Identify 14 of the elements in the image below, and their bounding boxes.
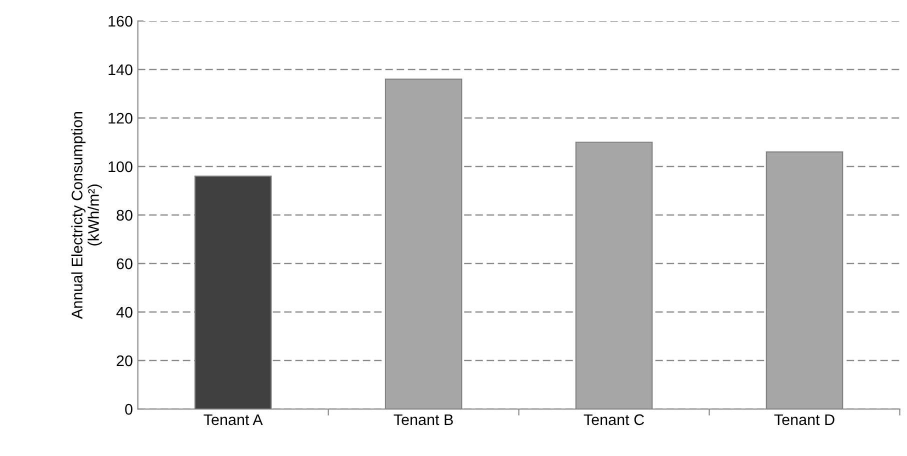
y-tick-label: 60 — [116, 258, 132, 270]
y-tick-label: 0 — [125, 404, 132, 415]
y-tick-label: 140 — [108, 64, 132, 76]
x-tick-label: Tenant D — [774, 414, 834, 426]
x-tick-label: Tenant B — [394, 414, 453, 426]
y-tick-label: 80 — [116, 210, 132, 221]
y-tick-label: 20 — [116, 355, 132, 366]
y-tick-label: 160 — [108, 16, 132, 27]
y-tick-label: 100 — [108, 161, 132, 172]
y-tick-label: 40 — [116, 306, 132, 318]
x-tick-label: Tenant A — [204, 414, 263, 426]
y-axis-title: Annual Electricty Consumption (kWh/m²) — [71, 112, 102, 319]
x-tick-label: Tenant C — [584, 414, 644, 426]
y-tick-label: 120 — [108, 112, 132, 124]
